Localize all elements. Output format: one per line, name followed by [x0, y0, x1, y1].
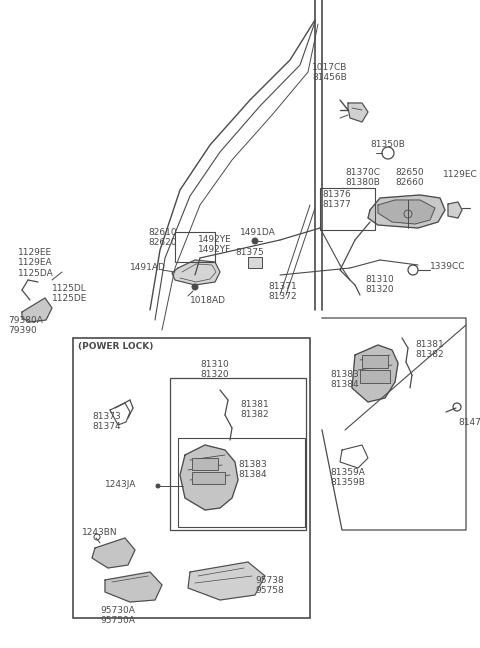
Text: 1491DA: 1491DA — [240, 228, 276, 237]
Text: 81370C
81380B: 81370C 81380B — [345, 168, 380, 187]
Circle shape — [192, 284, 198, 290]
Polygon shape — [348, 103, 368, 122]
Text: 81373
81374: 81373 81374 — [92, 412, 121, 432]
Text: 1243BN: 1243BN — [82, 528, 118, 537]
Polygon shape — [180, 445, 238, 510]
Polygon shape — [378, 200, 435, 224]
Text: 81350B: 81350B — [370, 140, 405, 149]
Bar — [178, 438, 305, 527]
Text: 81375: 81375 — [235, 248, 264, 257]
Text: 81383
81384: 81383 81384 — [330, 370, 359, 389]
Text: 1243JA: 1243JA — [105, 480, 136, 489]
Text: 82650
82660: 82650 82660 — [395, 168, 424, 187]
Polygon shape — [188, 562, 265, 600]
Bar — [192, 458, 218, 470]
Text: 1125DL
1125DE: 1125DL 1125DE — [52, 284, 87, 303]
Bar — [192, 472, 225, 484]
Text: 79380A
79390: 79380A 79390 — [8, 316, 43, 336]
Bar — [320, 188, 375, 230]
Bar — [73, 338, 310, 618]
Text: 1129EE
1129EA
1125DA: 1129EE 1129EA 1125DA — [18, 248, 54, 278]
Text: 81381
81382: 81381 81382 — [240, 400, 269, 419]
Text: 81310
81320: 81310 81320 — [365, 275, 394, 294]
Text: 1017CB
81456B: 1017CB 81456B — [312, 63, 348, 82]
Text: 1492YE
1492YF: 1492YE 1492YF — [198, 235, 232, 255]
Text: (POWER LOCK): (POWER LOCK) — [78, 342, 154, 351]
Polygon shape — [172, 260, 220, 285]
Text: 1129EC: 1129EC — [443, 170, 478, 179]
Text: 81383
81384: 81383 81384 — [238, 460, 267, 480]
Polygon shape — [105, 572, 162, 602]
Text: 95730A
95750A: 95730A 95750A — [100, 606, 135, 625]
Circle shape — [156, 484, 160, 488]
Bar — [248, 257, 262, 268]
Text: 1491AD: 1491AD — [130, 263, 166, 272]
Text: 82610
82620: 82610 82620 — [148, 228, 177, 248]
Text: 81477: 81477 — [458, 418, 480, 427]
Polygon shape — [368, 195, 445, 228]
Text: 81381
81382: 81381 81382 — [415, 340, 444, 360]
Bar — [360, 370, 390, 383]
Polygon shape — [92, 538, 135, 568]
Text: 81371
81372: 81371 81372 — [268, 282, 297, 301]
Circle shape — [252, 238, 258, 244]
Text: 1018AD: 1018AD — [190, 296, 226, 305]
Polygon shape — [448, 202, 462, 218]
Text: 81359A
81359B: 81359A 81359B — [330, 468, 365, 487]
Bar — [362, 355, 388, 368]
Text: 95738
95758: 95738 95758 — [255, 576, 284, 596]
Polygon shape — [352, 345, 398, 402]
Polygon shape — [22, 298, 52, 322]
Bar — [170, 378, 306, 530]
Text: 1339CC: 1339CC — [430, 262, 466, 271]
Bar — [175, 232, 215, 262]
Text: 81376
81377: 81376 81377 — [322, 190, 351, 209]
Text: 81310
81320: 81310 81320 — [200, 360, 229, 379]
